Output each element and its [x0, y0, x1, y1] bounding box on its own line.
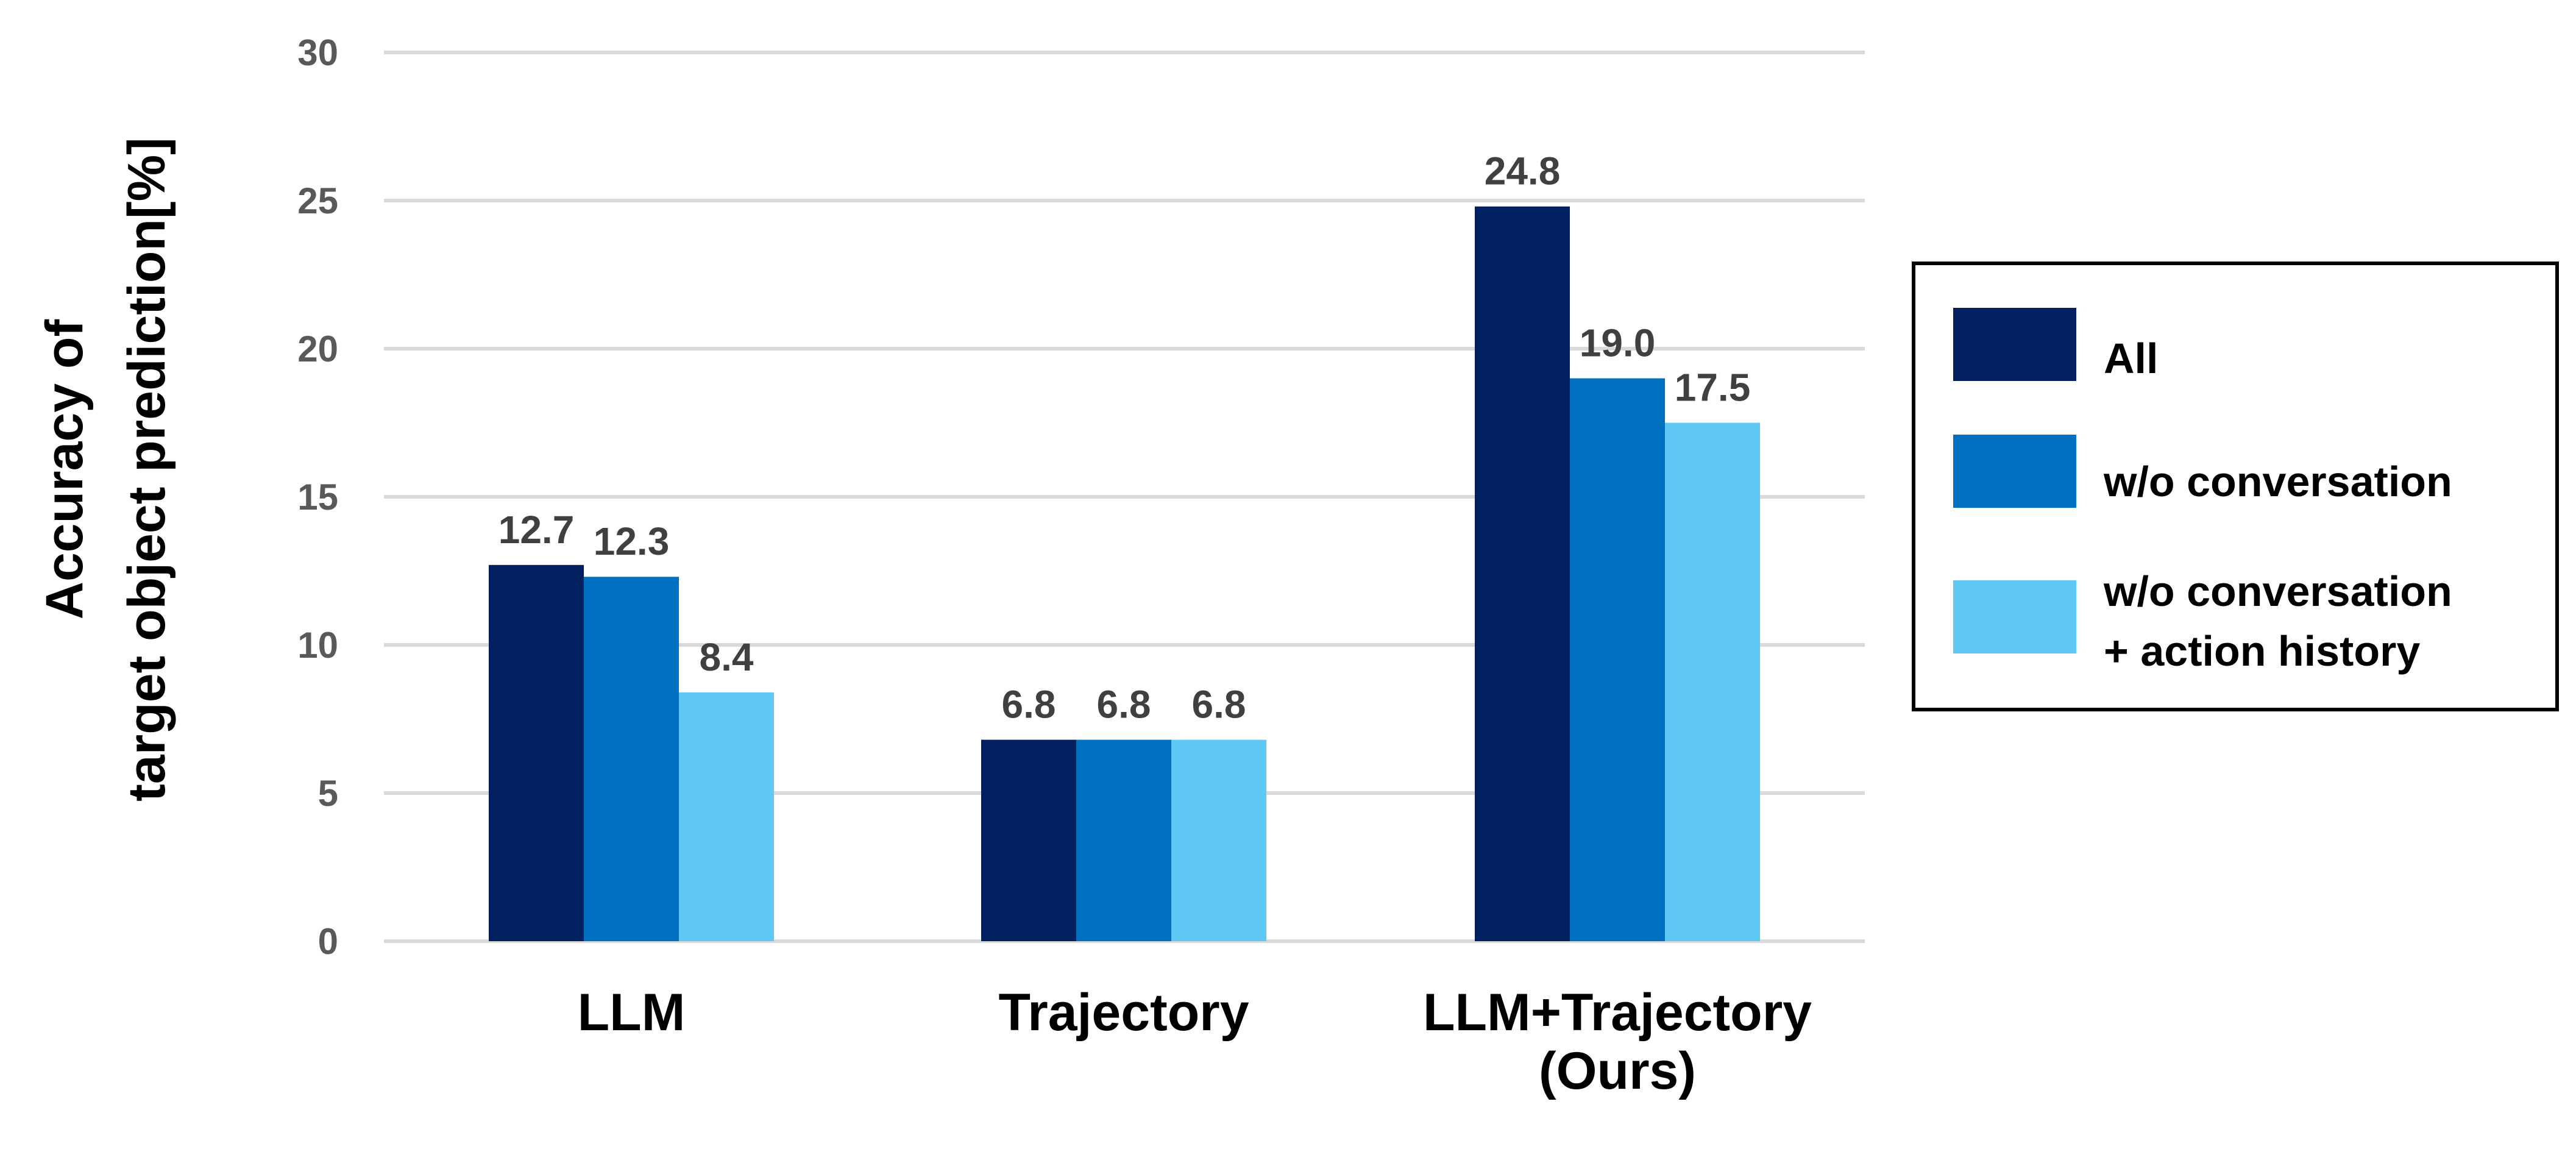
bar	[981, 739, 1076, 941]
bar	[584, 577, 679, 941]
data-label: 6.8	[1097, 683, 1151, 727]
data-label: 8.4	[700, 635, 754, 679]
y-tick-label: 30	[297, 32, 338, 73]
legend-label: w/o conversation	[2103, 568, 2452, 615]
legend-swatch	[1953, 308, 2076, 381]
bar	[489, 564, 584, 941]
legend: All w/o conversation w/o conversation + act…	[1912, 262, 2559, 711]
category-label: LLM+Trajectory	[1423, 983, 1812, 1042]
bar	[679, 692, 774, 941]
category-labels: LLM Trajectory LLM+Trajectory(Ours)	[578, 983, 1812, 1100]
category-label: (Ours)	[1539, 1042, 1696, 1100]
bar	[1665, 422, 1760, 941]
data-label: 6.8	[1192, 683, 1246, 727]
bars	[489, 206, 1760, 942]
category-label: Trajectory	[998, 983, 1249, 1042]
y-axis-title-line: Accuracy of	[35, 319, 94, 619]
data-label: 12.3	[594, 519, 670, 563]
bar	[1171, 739, 1266, 941]
data-label: 17.5	[1675, 366, 1751, 410]
data-label: 19.0	[1580, 321, 1656, 365]
y-tick-label: 20	[297, 329, 338, 369]
legend-label: All	[2104, 335, 2158, 382]
y-axis-title: Accuracy of target object prediction[%]	[35, 137, 176, 801]
legend-swatch	[1953, 580, 2076, 653]
data-labels: 12.7 12.3 8.4 6.8 6.8 6.8 24.8 19.0 17.5	[499, 149, 1751, 727]
data-label: 24.8	[1485, 149, 1561, 193]
legend-label: + action history	[2104, 627, 2420, 675]
y-tick-label: 15	[297, 477, 338, 518]
bar	[1076, 739, 1171, 941]
y-axis-title-line: target object prediction[%]	[118, 137, 176, 801]
y-tick-labels: 0 5 10 15 20 25 30	[297, 32, 338, 962]
data-label: 12.7	[499, 508, 575, 552]
y-tick-label: 0	[318, 921, 338, 962]
y-tick-label: 25	[297, 180, 338, 221]
y-tick-label: 10	[297, 625, 338, 666]
category-label: LLM	[578, 983, 686, 1042]
bar	[1570, 378, 1665, 941]
legend-swatch	[1953, 435, 2076, 508]
data-label: 6.8	[1002, 683, 1056, 727]
bar	[1475, 206, 1570, 942]
legend-label: w/o conversation	[2103, 458, 2452, 505]
y-tick-label: 5	[318, 773, 338, 814]
